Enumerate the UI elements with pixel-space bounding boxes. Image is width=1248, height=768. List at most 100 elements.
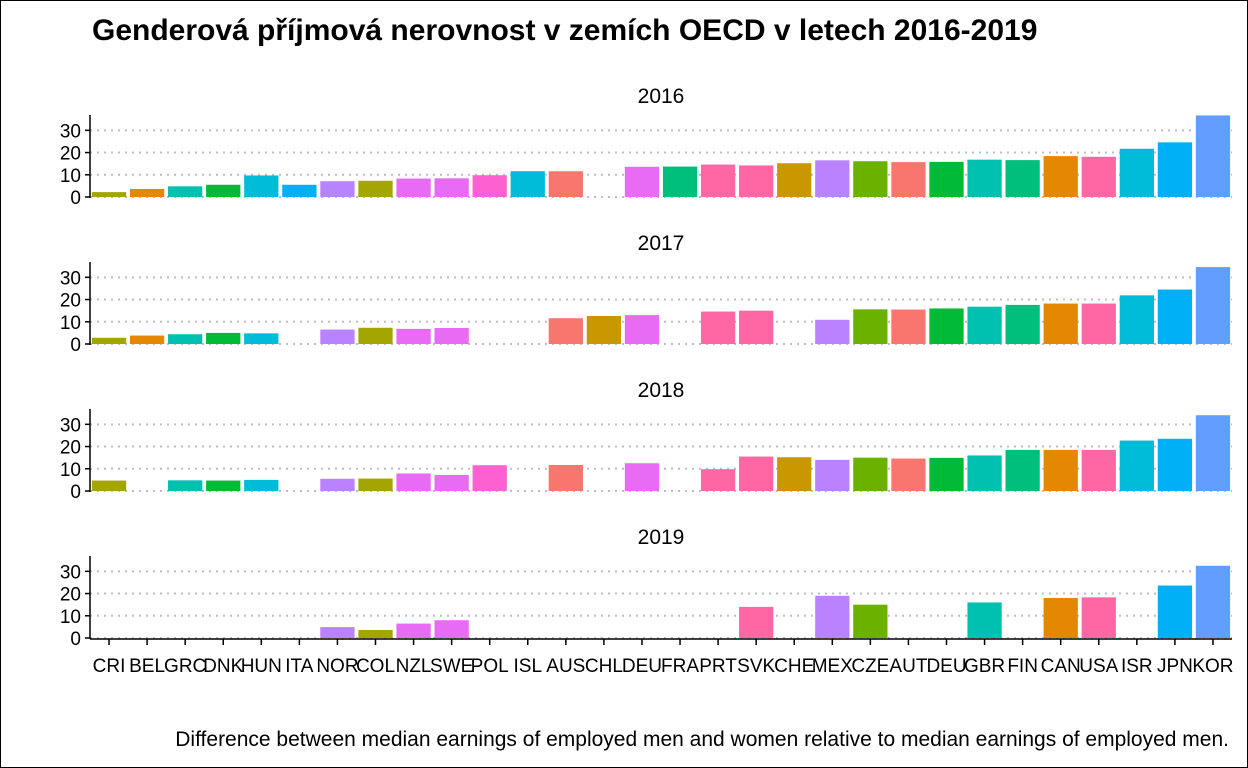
y-tick-label: 20	[60, 585, 81, 606]
bar-NOR	[320, 329, 355, 344]
bar-DEU	[929, 457, 964, 491]
bar-HUN	[244, 333, 279, 344]
bar-CHE	[777, 457, 812, 491]
bar-COL	[358, 327, 393, 344]
y-tick-label: 20	[60, 438, 81, 459]
bar-FIN	[1005, 160, 1040, 197]
bar-FRA	[662, 166, 698, 197]
bar-GRC	[168, 334, 203, 344]
x-tick-label-GBR: GBR	[964, 656, 1005, 677]
bar-GBR	[967, 306, 1002, 344]
x-tick-label-HUN: HUN	[241, 656, 282, 677]
bar-AUS	[548, 171, 583, 197]
bar-GRC	[168, 186, 203, 197]
chart-title: Genderová příjmová nerovnost v zemích OE…	[92, 14, 1038, 47]
bar-ISR	[1119, 148, 1154, 197]
x-tick-label-NZL: NZL	[396, 656, 432, 677]
bar-KOR	[1195, 565, 1231, 638]
bar-SVK	[739, 456, 774, 491]
bar-USA	[1081, 597, 1116, 638]
bar-NOR	[320, 478, 355, 491]
bar-NZL	[396, 473, 431, 491]
bar-BEL	[129, 335, 165, 344]
bar-HUN	[244, 175, 279, 197]
chart-caption: Difference between median earnings of em…	[175, 728, 1229, 751]
x-tick-label-SVK: SVK	[737, 656, 775, 677]
bar-COL	[358, 180, 393, 197]
bar-SVK	[739, 606, 774, 638]
facet-title: 2018	[638, 379, 685, 402]
bar-PRT	[700, 469, 736, 491]
y-tick-label: 30	[60, 415, 81, 436]
bar-CRI	[91, 480, 127, 491]
x-tick-label-FIN: FIN	[1007, 656, 1038, 677]
y-tick-label: 20	[60, 144, 81, 165]
bar-CZE	[853, 457, 888, 491]
bar-SWE	[434, 475, 469, 491]
bar-HUN	[244, 479, 279, 491]
x-tick-label-MEX: MEX	[812, 656, 854, 677]
x-tick-label-COL: COL	[356, 656, 395, 677]
bar-SVK	[739, 165, 774, 197]
y-tick-label: 10	[60, 313, 81, 334]
bar-NZL	[396, 623, 431, 638]
bar-AUT	[891, 309, 926, 344]
bar-DNK	[206, 332, 241, 344]
x-tick-label-BEL: BEL	[129, 656, 165, 677]
bar-NOR	[320, 627, 355, 638]
y-tick-label: 10	[60, 607, 81, 628]
x-tick-label-USA: USA	[1079, 656, 1118, 677]
x-tick-label-NOR: NOR	[316, 656, 358, 677]
bar-CZE	[853, 604, 888, 638]
bar-KOR	[1195, 267, 1231, 344]
bar-AUS	[548, 465, 583, 491]
bar-CAN	[1043, 156, 1078, 197]
x-tick-label-KOR: KOR	[1192, 656, 1233, 677]
x-tick-label-CZE: CZE	[851, 656, 889, 677]
x-tick-label-DNK: DNK	[203, 656, 243, 677]
y-tick-label: 30	[60, 268, 81, 289]
bar-USA	[1081, 156, 1116, 197]
bar-CAN	[1043, 598, 1078, 638]
facet-title: 2017	[638, 232, 685, 255]
y-tick-label: 10	[60, 460, 81, 481]
bar-CHL	[586, 316, 622, 344]
x-tick-label-AUT: AUT	[889, 656, 927, 677]
bar-AUT	[891, 162, 926, 197]
bar-GBR	[967, 602, 1002, 638]
x-tick-label-ISR: ISR	[1121, 656, 1153, 677]
bar-ITA	[282, 184, 317, 197]
y-tick-label: 0	[70, 482, 81, 503]
bar-FIN	[1005, 304, 1040, 344]
x-tick-label-CHE: CHE	[774, 656, 814, 677]
bar-USA	[1081, 303, 1116, 344]
bar-AUS	[548, 318, 583, 344]
x-tick-label-CHL: CHL	[585, 656, 623, 677]
bar-ISR	[1119, 440, 1154, 491]
bar-GRC	[168, 480, 203, 491]
bar-CZE	[853, 309, 888, 344]
bar-CRI	[91, 192, 127, 197]
x-tick-label-GRC: GRC	[164, 656, 206, 677]
bar-COL	[358, 630, 393, 638]
bar-FIN	[1005, 449, 1040, 491]
x-tick-label-JPN: JPN	[1157, 656, 1193, 677]
x-tick-label-DEU: DEU	[622, 656, 662, 677]
bar-CAN	[1043, 303, 1078, 344]
bar-GBR	[967, 455, 1002, 491]
bar-PRT	[700, 311, 736, 344]
bar-MEX	[815, 160, 850, 197]
bar-MEX	[815, 319, 850, 344]
bar-JPN	[1157, 585, 1193, 638]
bar-JPN	[1157, 142, 1193, 197]
bar-NZL	[396, 328, 431, 344]
x-tick-label-CRI: CRI	[93, 656, 126, 677]
y-tick-label: 30	[60, 121, 81, 142]
bar-SWE	[434, 620, 469, 638]
y-tick-label: 0	[70, 629, 81, 650]
